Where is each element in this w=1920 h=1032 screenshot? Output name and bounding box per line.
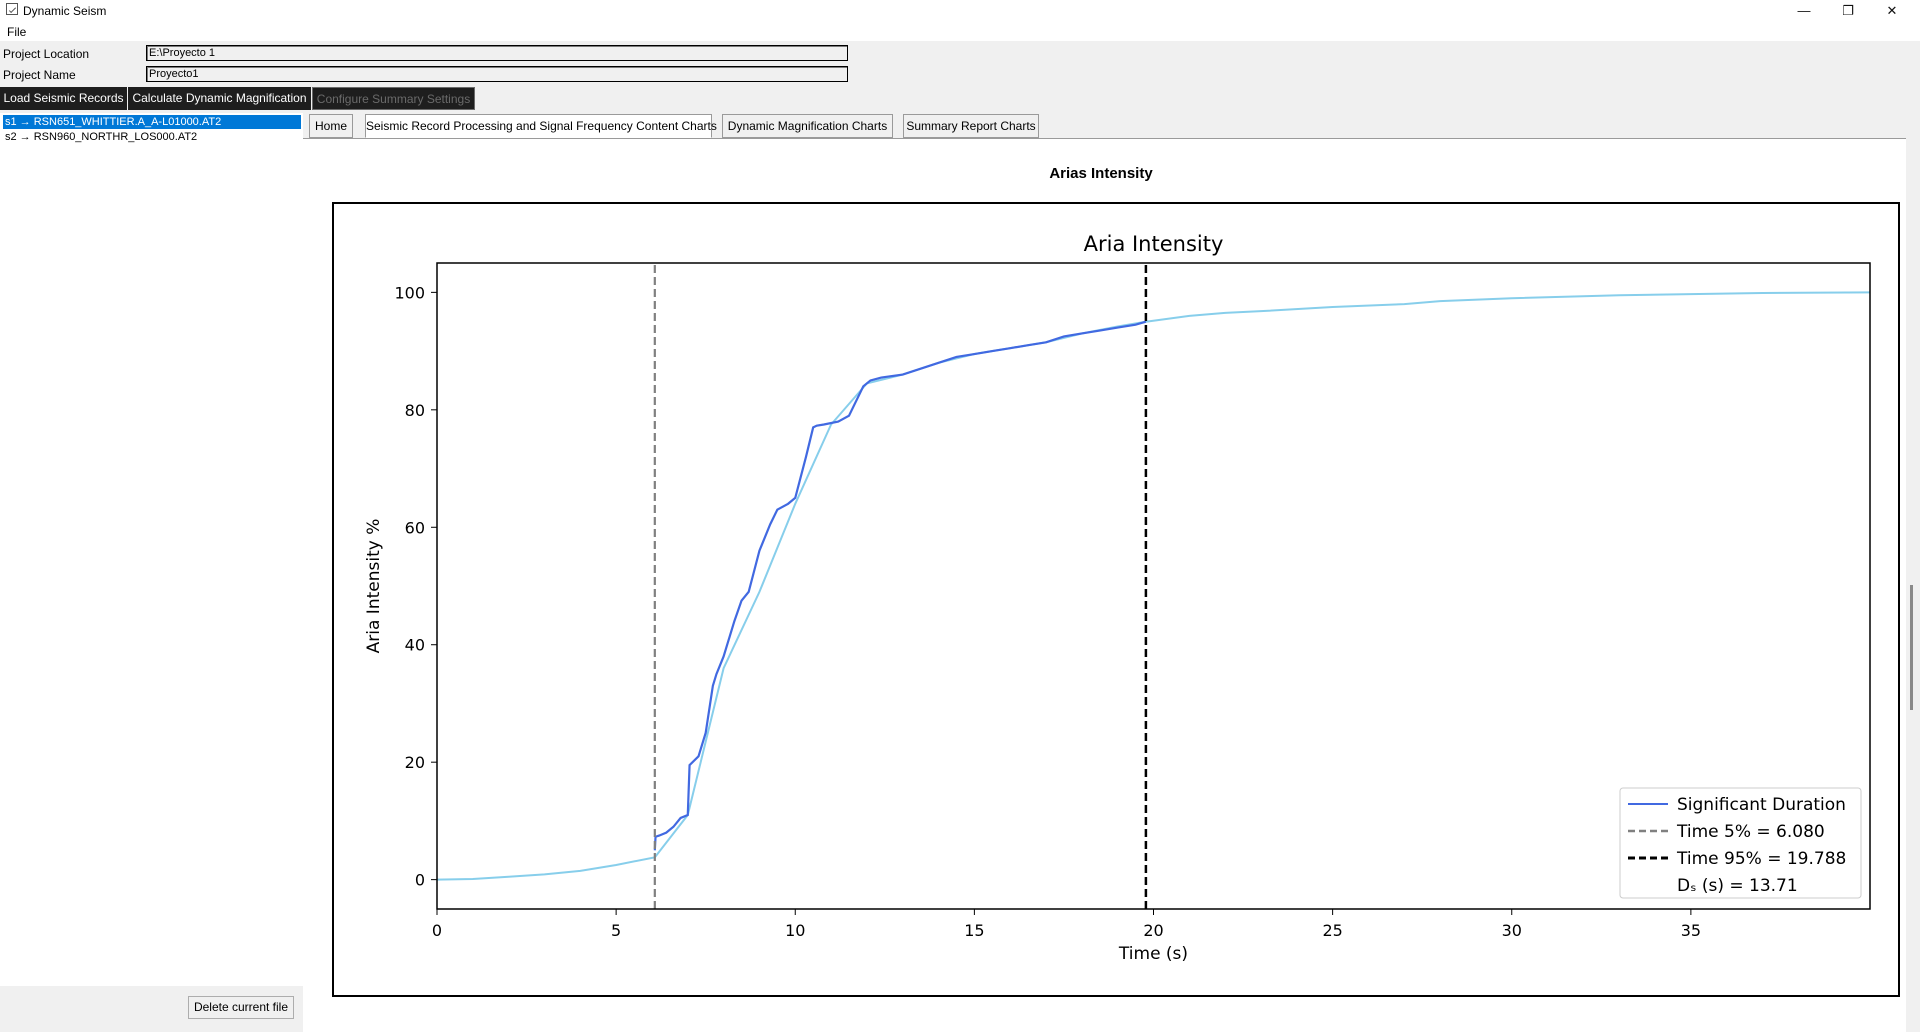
- calculate-dynamic-magnification-button[interactable]: Calculate Dynamic Magnification: [128, 87, 311, 110]
- y-tick-label: 20: [405, 753, 425, 772]
- x-tick-label: 25: [1322, 921, 1342, 940]
- file-list: s1 → RSN651_WHITTIER.A_A-L01000.AT2 s2 →…: [0, 113, 303, 986]
- legend-time-95-label: Time 95% = 19.788: [1676, 849, 1846, 869]
- tab-dynamic-magnification-charts[interactable]: Dynamic Magnification Charts: [722, 114, 893, 138]
- vertical-scrollbar[interactable]: [1906, 83, 1920, 1032]
- project-location-label: Project Location: [3, 47, 90, 61]
- x-tick-label: 10: [785, 921, 805, 940]
- x-tick-label: 5: [611, 921, 621, 940]
- project-location-field[interactable]: E:\Proyecto 1: [146, 45, 848, 61]
- app-icon: [6, 3, 18, 15]
- menu-file[interactable]: File: [7, 25, 27, 39]
- file-list-item[interactable]: s2 → RSN960_NORTHR_LOS000.AT2: [5, 131, 198, 143]
- plot-area: [436, 262, 1871, 910]
- x-tick-label: 30: [1502, 921, 1522, 940]
- legend-significant-duration-value-label: Dₛ (s) = 13.71: [1677, 876, 1798, 896]
- x-axis-label: Time (s): [1118, 944, 1188, 964]
- window-title: Dynamic Seism: [23, 4, 107, 18]
- minimize-button[interactable]: —: [1797, 3, 1811, 18]
- menu-bar: File: [0, 21, 1920, 41]
- y-tick-label: 40: [405, 636, 425, 655]
- y-tick-label: 0: [415, 871, 425, 890]
- project-name-field[interactable]: Proyecto1: [146, 66, 848, 82]
- legend-significant-duration-label: Significant Duration: [1677, 795, 1846, 815]
- tab-strip-divider: [303, 138, 1920, 139]
- x-tick-label: 35: [1681, 921, 1701, 940]
- chart-frame: Aria Intensity Time (s) Aria Intensity % 0 5…: [332, 202, 1900, 997]
- y-axis-label: Aria Intensity %: [364, 519, 384, 654]
- arias-intensity-chart: Aria Intensity Time (s) Aria Intensity % 0 5…: [364, 232, 1871, 964]
- delete-current-file-button[interactable]: Delete current file: [188, 996, 294, 1019]
- close-button[interactable]: ✕: [1886, 3, 1898, 18]
- y-tick-label: 100: [394, 283, 425, 302]
- load-seismic-records-button[interactable]: Load Seismic Records: [0, 87, 127, 110]
- y-tick-label: 60: [405, 518, 425, 537]
- restore-button[interactable]: ❐: [1842, 3, 1854, 18]
- tab-summary-report-charts[interactable]: Summary Report Charts: [903, 114, 1039, 138]
- project-name-label: Project Name: [3, 68, 76, 82]
- chart-title: Aria Intensity: [1084, 232, 1224, 256]
- scrollbar-thumb[interactable]: [1910, 585, 1913, 710]
- x-tick-label: 20: [1143, 921, 1163, 940]
- legend-time-5-label: Time 5% = 6.080: [1676, 822, 1825, 842]
- x-tick-label: 0: [432, 921, 442, 940]
- file-list-item[interactable]: s1 → RSN651_WHITTIER.A_A-L01000.AT2: [3, 115, 301, 129]
- x-tick-label: 15: [964, 921, 984, 940]
- tab-home[interactable]: Home: [309, 114, 353, 138]
- y-tick-label: 80: [405, 401, 425, 420]
- configure-summary-settings-button[interactable]: Configure Summary Settings: [312, 87, 475, 110]
- tab-seismic-record-processing[interactable]: Seismic Record Processing and Signal Fre…: [365, 114, 717, 138]
- legend-box: [1619, 787, 1862, 899]
- series-significant-duration-line: [653, 320, 1147, 851]
- section-title: Arias Intensity: [1049, 165, 1153, 182]
- title-bar: Dynamic Seism — ❐ ✕: [0, 0, 1920, 21]
